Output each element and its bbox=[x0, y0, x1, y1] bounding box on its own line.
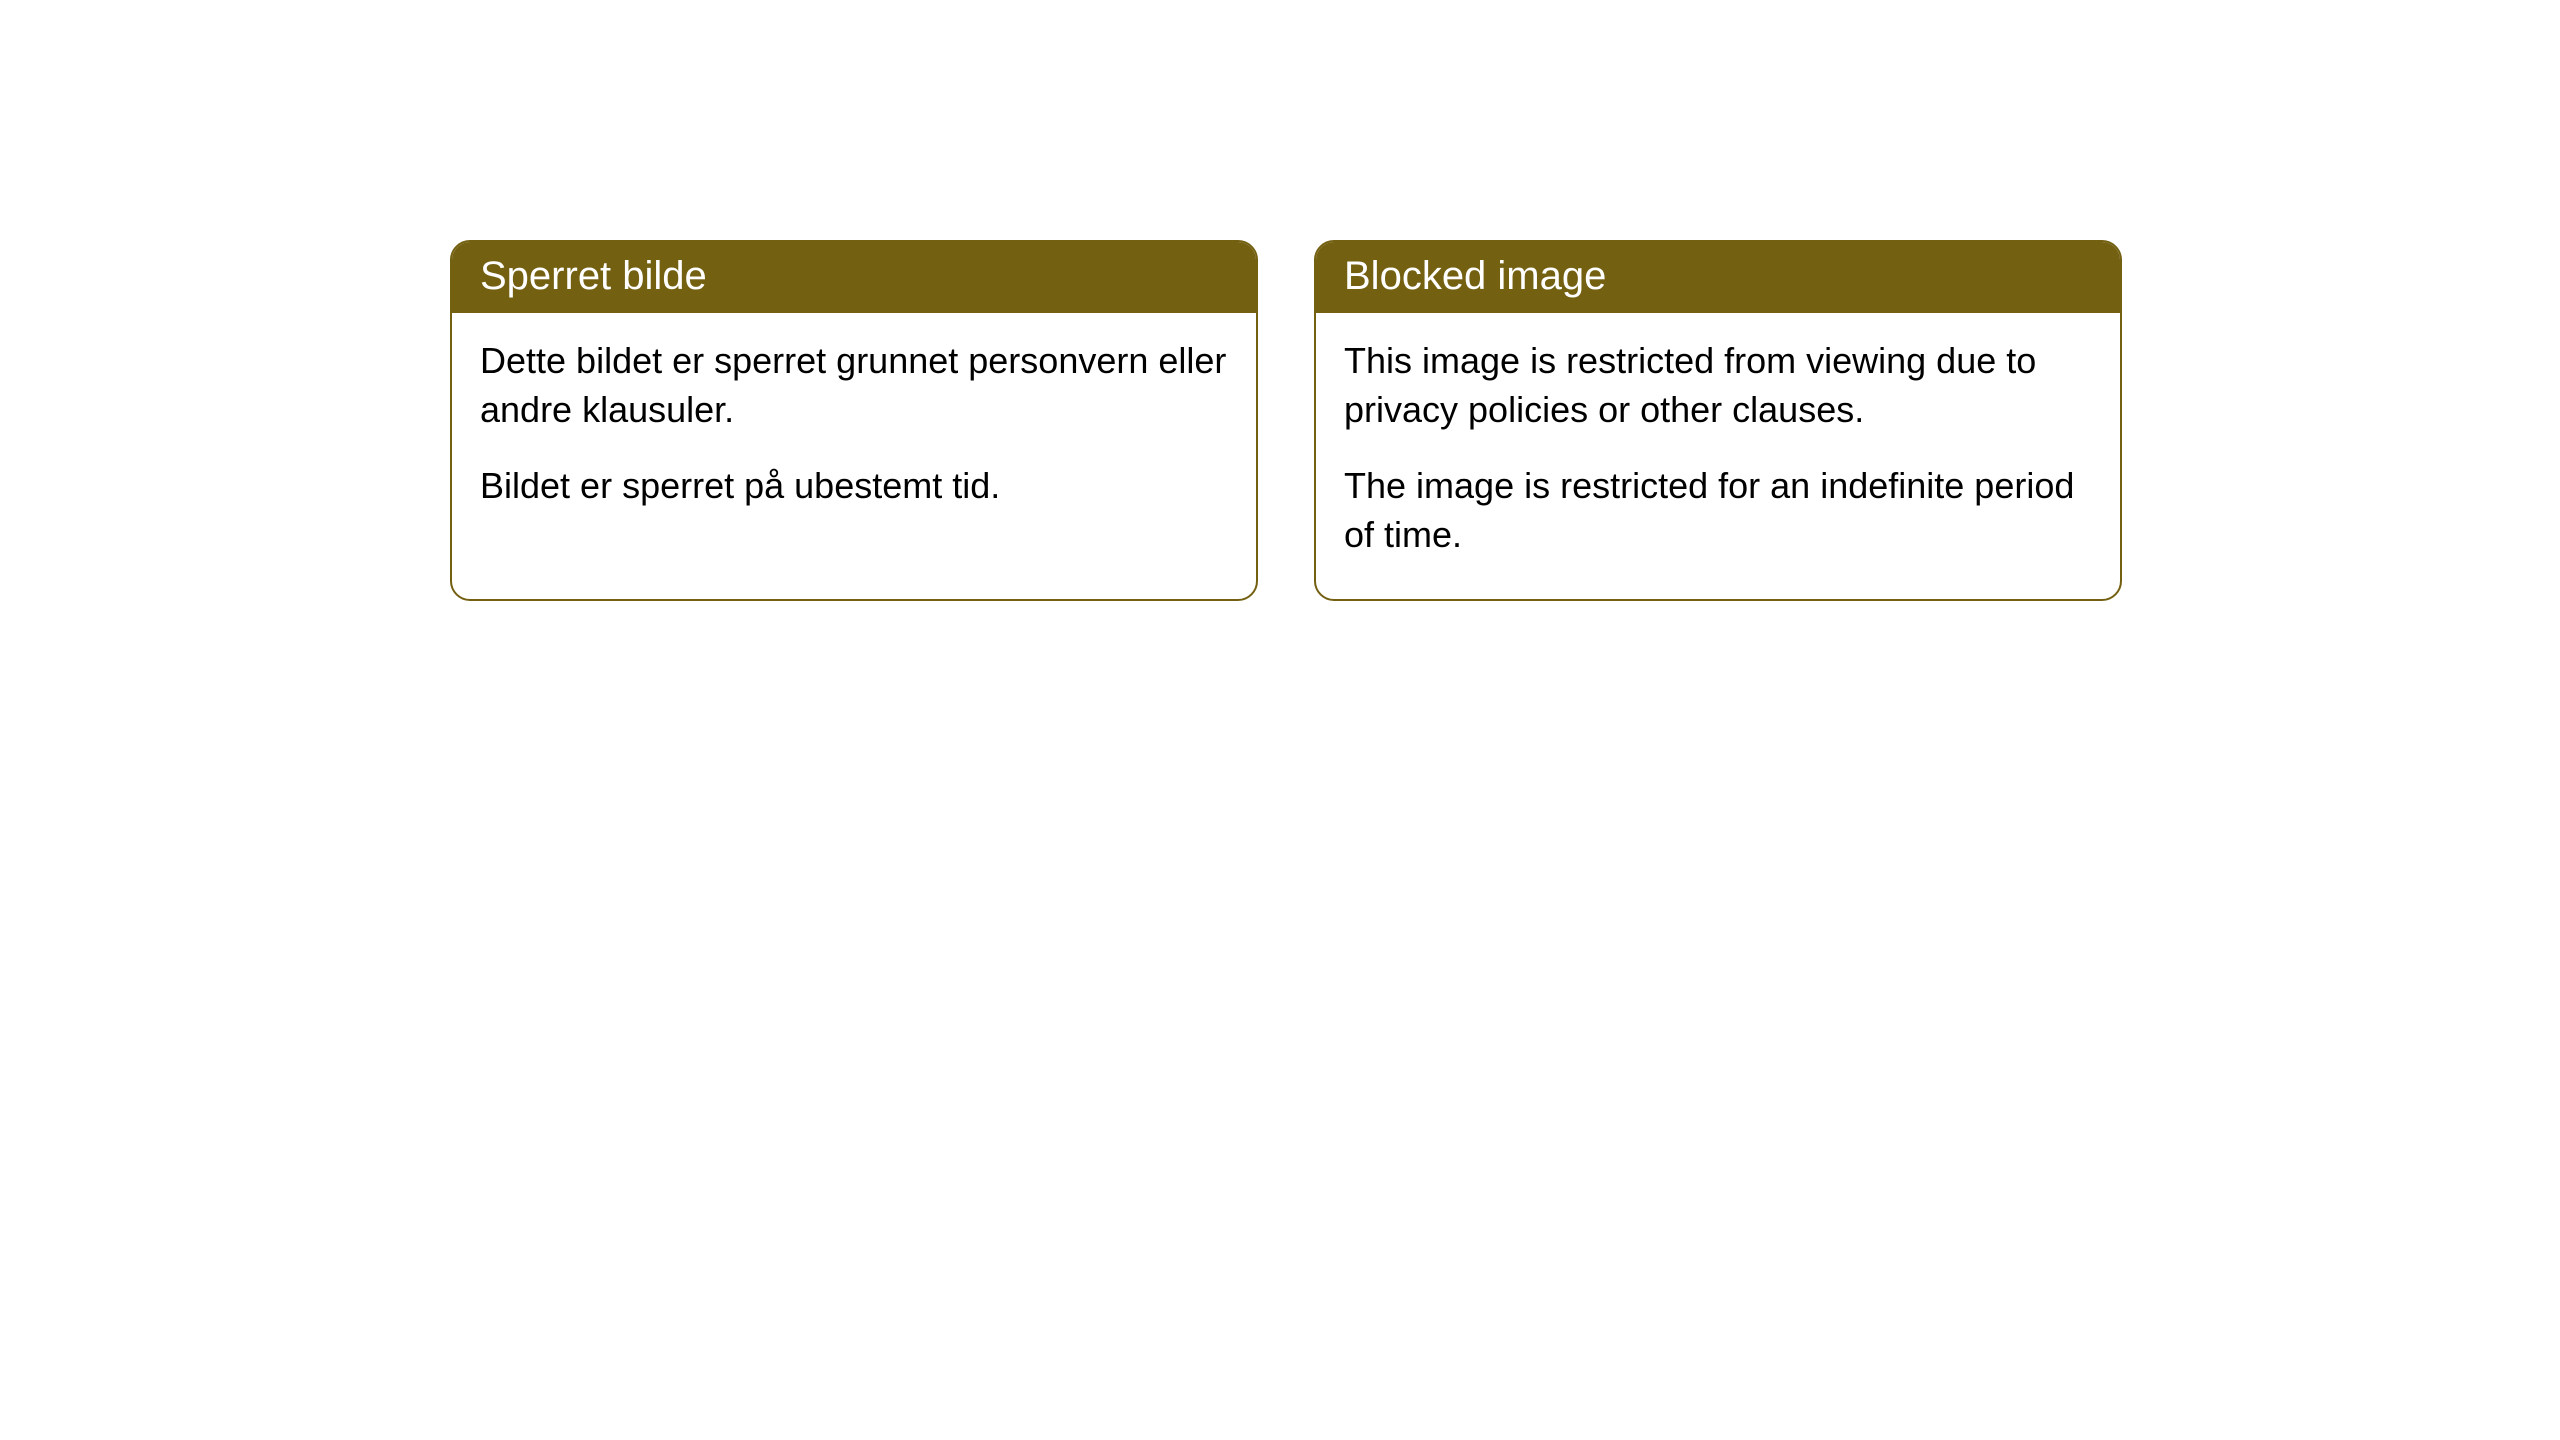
card-paragraph: This image is restricted from viewing du… bbox=[1344, 337, 2092, 434]
card-body: Dette bildet er sperret grunnet personve… bbox=[452, 313, 1256, 551]
card-title: Blocked image bbox=[1344, 254, 1606, 298]
card-paragraph: The image is restricted for an indefinit… bbox=[1344, 462, 2092, 559]
notice-card-english: Blocked image This image is restricted f… bbox=[1314, 240, 2122, 601]
card-paragraph: Dette bildet er sperret grunnet personve… bbox=[480, 337, 1228, 434]
card-header: Sperret bilde bbox=[452, 242, 1256, 313]
notice-cards-container: Sperret bilde Dette bildet er sperret gr… bbox=[450, 240, 2122, 601]
card-body: This image is restricted from viewing du… bbox=[1316, 313, 2120, 599]
card-paragraph: Bildet er sperret på ubestemt tid. bbox=[480, 462, 1228, 511]
card-header: Blocked image bbox=[1316, 242, 2120, 313]
card-title: Sperret bilde bbox=[480, 254, 707, 298]
notice-card-norwegian: Sperret bilde Dette bildet er sperret gr… bbox=[450, 240, 1258, 601]
